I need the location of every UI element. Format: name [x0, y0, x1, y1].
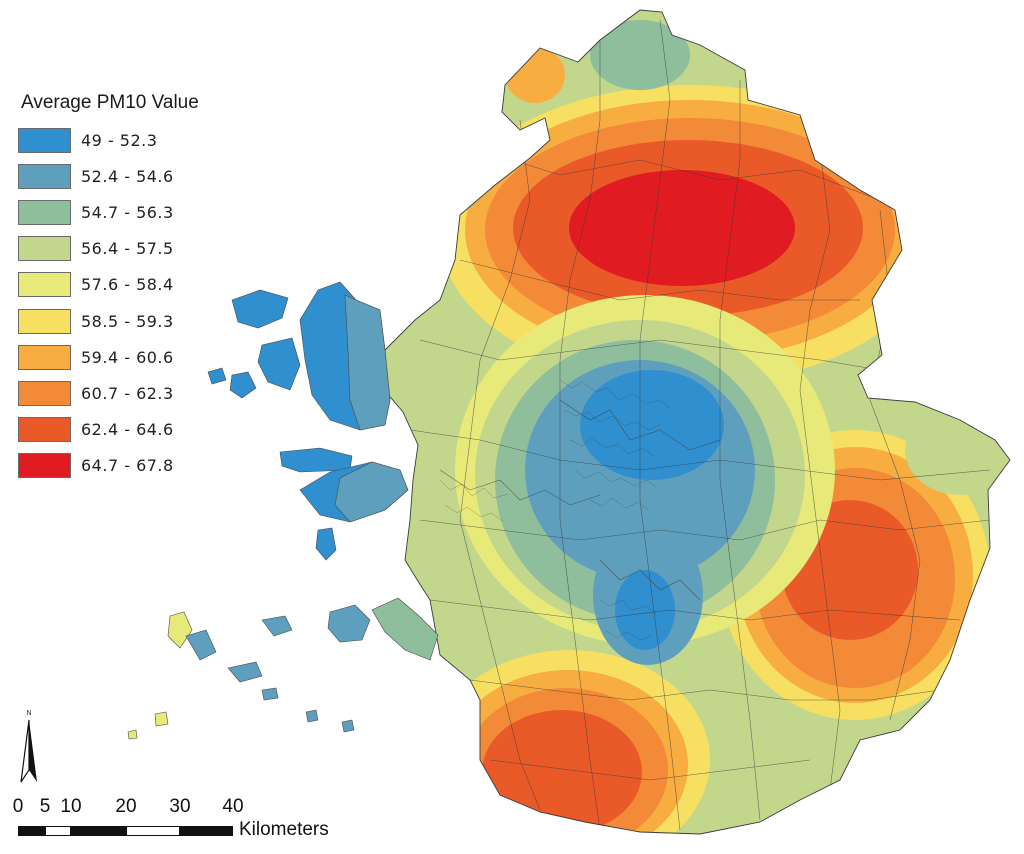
island-small-2 — [229, 371, 257, 399]
legend-label: 60.7 - 62.3 — [81, 383, 174, 403]
legend-item: 60.7 - 62.3 — [18, 375, 199, 411]
legend-item: 64.7 - 67.8 — [18, 448, 199, 484]
district-boundaries — [409, 19, 991, 831]
island-south-3 — [371, 597, 439, 661]
legend-title: Average PM10 Value — [21, 92, 199, 113]
legend-swatch — [18, 272, 71, 298]
legend-label: 64.7 - 67.8 — [81, 456, 174, 476]
island-south-7 — [227, 661, 263, 683]
legend-swatch — [18, 417, 71, 443]
legend-swatch — [18, 199, 71, 225]
island-south-2 — [327, 604, 371, 643]
legend-swatch — [18, 163, 71, 189]
island-south-6 — [185, 629, 217, 661]
legend-item: 52.4 - 54.6 — [18, 158, 199, 194]
legend-label: 52.4 - 54.6 — [81, 166, 174, 186]
island-south-10 — [305, 709, 319, 723]
legend-label: 56.4 - 57.5 — [81, 239, 174, 259]
island-south-4 — [261, 615, 293, 637]
map-legend: Average PM10 Value 49 - 52.3 52.4 - 54.6 5… — [18, 92, 199, 484]
legend-label: 57.6 - 58.4 — [81, 275, 174, 295]
legend-label: 49 - 52.3 — [81, 130, 158, 150]
island-small-1 — [257, 337, 301, 391]
island-south-11 — [127, 729, 138, 740]
island-large-west-east-part — [344, 294, 391, 431]
island-middle — [279, 447, 353, 473]
legend-label: 59.4 - 60.6 — [81, 347, 174, 367]
legend-swatch — [18, 127, 71, 153]
dense-urban-boundaries — [439, 379, 671, 641]
legend-item: 62.4 - 64.6 — [18, 412, 199, 448]
legend-item: 59.4 - 60.6 — [18, 339, 199, 375]
island-south-12 — [341, 719, 355, 733]
north-arrow: N — [17, 710, 41, 784]
legend-swatch — [18, 344, 71, 370]
island-south-5 — [167, 611, 193, 649]
islands — [127, 281, 439, 740]
island-south-1 — [315, 527, 337, 561]
mainland-outline — [379, 9, 1011, 835]
legend-item: 49 - 52.3 — [18, 122, 199, 158]
legend-items: 49 - 52.3 52.4 - 54.6 54.7 - 56.3 56.4 - 57… — [18, 122, 199, 484]
legend-swatch — [18, 308, 71, 334]
legend-item: 57.6 - 58.4 — [18, 267, 199, 303]
mainland-surface — [380, 10, 1010, 834]
legend-label: 58.5 - 59.3 — [81, 311, 174, 331]
legend-swatch — [18, 236, 71, 262]
island-northwest — [231, 289, 289, 329]
legend-label: 54.7 - 56.3 — [81, 202, 174, 222]
north-arrow-label: N — [26, 710, 32, 717]
island-small-3 — [207, 367, 227, 385]
north-arrow-icon — [20, 719, 37, 783]
legend-item: 56.4 - 57.5 — [18, 231, 199, 267]
island-south-8 — [261, 687, 279, 701]
island-south-9 — [154, 711, 169, 727]
legend-item: 54.7 - 56.3 — [18, 194, 199, 230]
legend-item: 58.5 - 59.3 — [18, 303, 199, 339]
legend-swatch — [18, 453, 71, 479]
legend-swatch — [18, 380, 71, 406]
legend-label: 62.4 - 64.6 — [81, 420, 174, 440]
island-southwest-large-east — [334, 461, 409, 523]
